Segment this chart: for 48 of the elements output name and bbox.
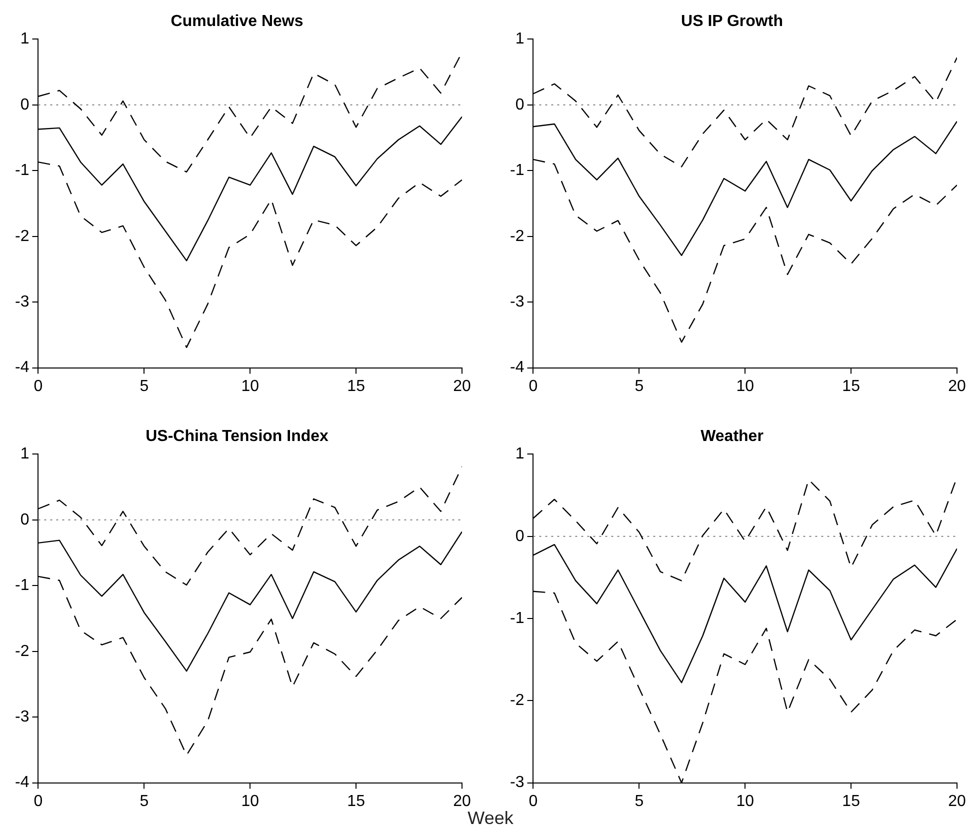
x-tick-label: 0 xyxy=(528,378,538,395)
chart-title: Weather xyxy=(700,428,764,446)
y-tick-label: -3 xyxy=(14,293,30,310)
x-tick-label: 0 xyxy=(34,378,43,395)
y-tick-label: -4 xyxy=(14,774,30,792)
y-tick-label: -1 xyxy=(510,610,524,627)
y-tick-label: 0 xyxy=(20,511,30,528)
x-tick-label: 5 xyxy=(634,378,644,395)
y-tick-label: -3 xyxy=(510,293,524,310)
y-tick-label: 1 xyxy=(515,30,524,48)
y-tick-label: -2 xyxy=(510,228,524,245)
x-tick-label: 10 xyxy=(736,378,754,395)
y-tick-label: 0 xyxy=(515,528,524,545)
chart-title: Cumulative News xyxy=(170,13,304,30)
x-tick-label: 10 xyxy=(241,378,260,395)
y-tick-label: 0 xyxy=(515,96,524,114)
chart-title: US-China Tension Index xyxy=(146,428,329,446)
x-tick-label: 15 xyxy=(347,792,366,810)
y-tick-label: -4 xyxy=(14,359,30,376)
y-tick-label: 1 xyxy=(20,446,30,463)
x-tick-label: 5 xyxy=(140,792,149,810)
y-tick-label: 1 xyxy=(20,30,30,48)
x-tick-label: 10 xyxy=(241,792,260,810)
x-tick-label: 20 xyxy=(453,378,471,395)
x-tick-label: 0 xyxy=(528,792,538,810)
x-tick-label: 15 xyxy=(842,378,860,395)
x-tick-label: 10 xyxy=(736,792,754,810)
y-tick-label: -1 xyxy=(14,577,30,594)
x-tick-label: 5 xyxy=(140,378,149,395)
y-tick-label: -1 xyxy=(510,162,524,180)
chart-title: US IP Growth xyxy=(681,13,783,30)
x-tick-label: 20 xyxy=(948,792,966,810)
y-tick-label: -2 xyxy=(510,692,524,710)
x-tick-label: 5 xyxy=(634,792,644,810)
y-tick-label: 1 xyxy=(515,446,524,463)
y-tick-label: -4 xyxy=(510,359,524,376)
y-tick-label: -3 xyxy=(14,708,30,726)
x-tick-label: 20 xyxy=(453,792,471,810)
x-tick-label: 15 xyxy=(347,378,366,395)
x-tick-label: 0 xyxy=(34,792,43,810)
y-tick-label: -1 xyxy=(14,162,30,180)
y-tick-label: -3 xyxy=(510,774,524,792)
y-tick-label: -2 xyxy=(14,228,30,245)
x-tick-label: 20 xyxy=(948,378,966,395)
y-tick-label: 0 xyxy=(20,96,30,114)
y-tick-label: -2 xyxy=(14,642,30,660)
x-axis-title: Week xyxy=(466,808,514,829)
x-tick-label: 15 xyxy=(842,792,860,810)
